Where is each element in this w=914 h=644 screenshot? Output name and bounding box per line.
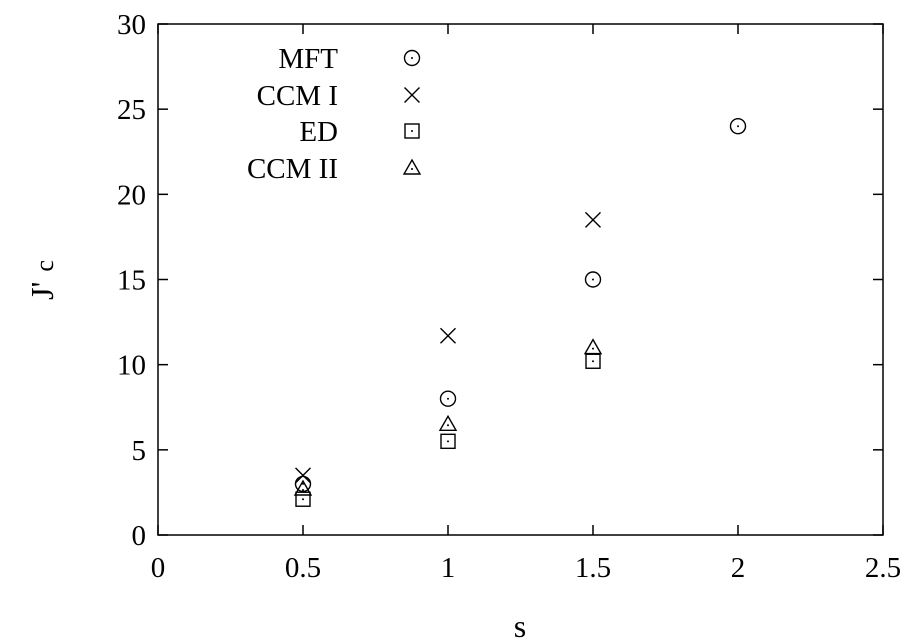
- point-triangle: [438, 414, 458, 431]
- y-tick-label: 5: [132, 435, 147, 467]
- square-marker-box: [440, 433, 456, 450]
- point-circle: [294, 475, 312, 493]
- triangle-marker-dot: [302, 489, 304, 492]
- legend: MFT CCM I ED CCM II: [247, 43, 422, 185]
- x-tick-label: 0.5: [285, 552, 321, 584]
- y-tick-label: 15: [117, 265, 146, 297]
- circle-marker-ring: [403, 49, 421, 67]
- legend-label-cross: CCM I: [257, 80, 338, 112]
- tick-labels: 0 0.5 1 1.5 2 2.5 0 5 10 15 20 25 30: [117, 9, 901, 584]
- circle-marker-dot: [302, 482, 304, 485]
- legend-marker-square: [404, 123, 420, 139]
- point-circle: [584, 271, 602, 288]
- point-circle: [439, 390, 457, 407]
- legend-marker-circle: [403, 49, 421, 67]
- data-markers: [293, 117, 747, 507]
- triangle-marker-dot: [592, 347, 594, 350]
- y-tick-label: 25: [117, 94, 146, 126]
- x-tick-label: 2: [731, 552, 746, 584]
- legend-label-square: ED: [299, 116, 338, 148]
- square-marker-dot: [302, 498, 304, 501]
- y-tick-label: 10: [117, 350, 146, 382]
- x-axis-label: s: [514, 608, 526, 644]
- square-marker-dot: [447, 440, 449, 443]
- square-marker-box: [404, 123, 420, 139]
- circle-marker-ring: [729, 117, 747, 135]
- axis-ticks: [157, 23, 884, 536]
- point-triangle: [293, 479, 313, 496]
- y-tick-label: 0: [132, 520, 147, 552]
- point-square: [295, 491, 311, 507]
- square-marker-dot: [592, 360, 594, 363]
- triangle-marker-dot: [447, 424, 449, 427]
- legend-label-triangle: CCM II: [247, 153, 338, 185]
- point-square: [440, 433, 456, 450]
- point-square: [585, 353, 601, 369]
- legend-marker-triangle: [402, 158, 422, 175]
- point-circle: [729, 117, 747, 135]
- x-tick-label: 0: [151, 552, 166, 584]
- legend-label-circle: MFT: [278, 43, 338, 75]
- triangle-marker-outline: [402, 158, 422, 175]
- legend-marker-cross: [404, 87, 420, 103]
- circle-marker-ring: [439, 390, 457, 407]
- x-tick-label: 1: [441, 552, 456, 584]
- circle-marker-ring: [294, 475, 312, 493]
- point-triangle: [583, 338, 603, 355]
- triangle-marker-dot: [411, 168, 413, 170]
- triangle-marker-outline: [438, 414, 458, 431]
- square-marker-dot: [411, 130, 413, 132]
- y-tick-label: 30: [117, 9, 146, 41]
- circle-marker-dot: [592, 278, 594, 281]
- circle-marker-dot: [737, 125, 739, 128]
- point-cross: [295, 467, 311, 484]
- y-axis-label-subscript: c: [30, 260, 59, 272]
- point-cross: [440, 327, 456, 344]
- triangle-marker-outline: [293, 479, 313, 496]
- point-cross: [585, 211, 601, 228]
- circle-marker-ring: [584, 271, 602, 288]
- square-marker-box: [295, 491, 311, 507]
- y-tick-label: 20: [117, 179, 146, 211]
- y-axis-label: J' c: [24, 260, 60, 300]
- x-tick-label: 1.5: [575, 552, 611, 584]
- y-axis-label-main: J': [24, 282, 60, 300]
- circle-marker-dot: [447, 397, 449, 400]
- triangle-marker-outline: [583, 338, 603, 355]
- circle-marker-dot: [411, 57, 413, 59]
- x-tick-label: 2.5: [865, 552, 901, 584]
